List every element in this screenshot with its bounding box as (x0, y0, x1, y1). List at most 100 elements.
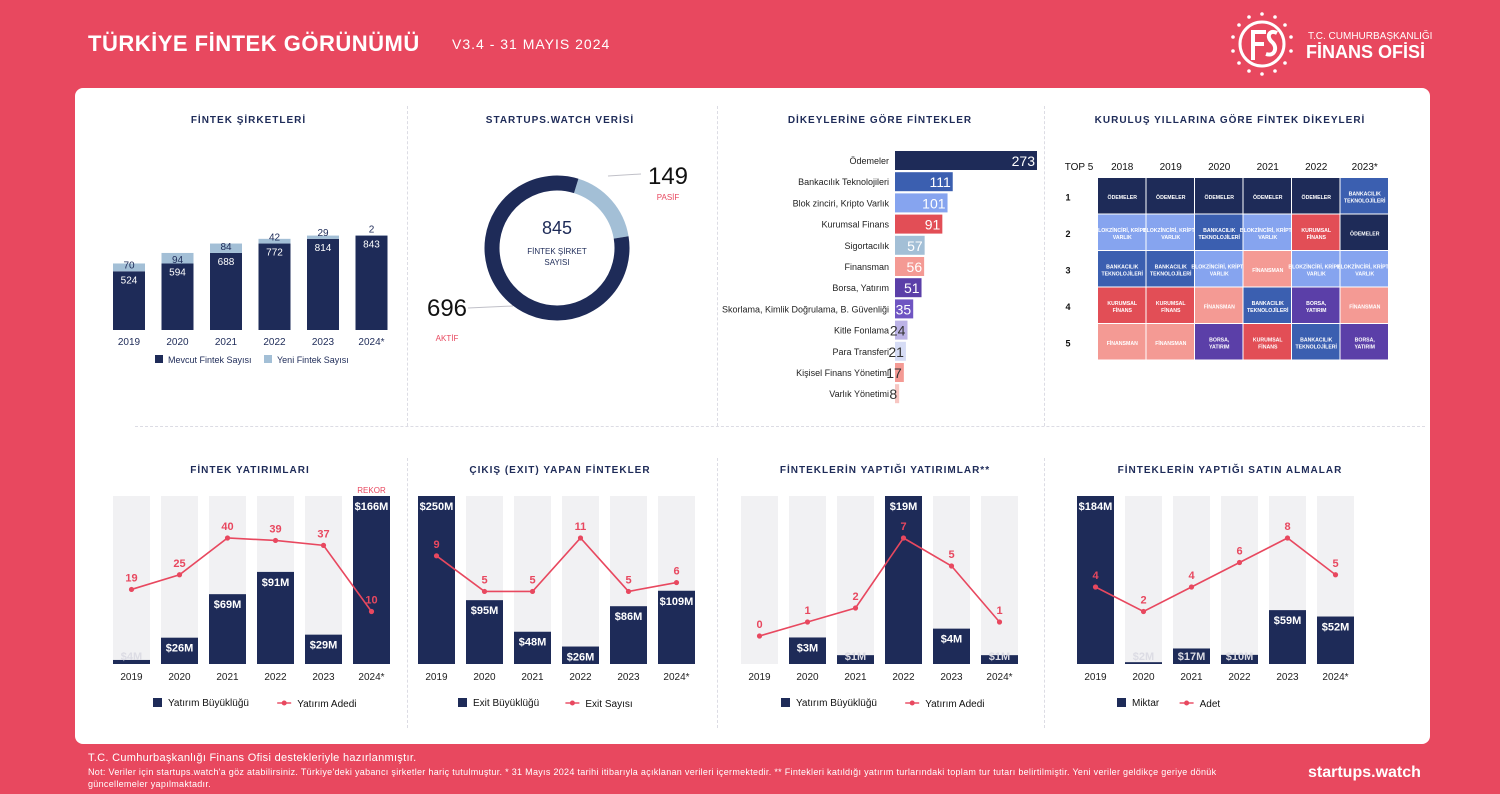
xtick-exit-2023: 2023 (617, 672, 640, 683)
hbar-value-8: 24 (890, 323, 906, 339)
point-label-exit-2023: 5 (625, 574, 631, 586)
bar-label-fintek_yatirimlar-2022: $19M (890, 501, 918, 513)
point-label-exit-2024*: 6 (673, 566, 679, 578)
heatmap-text-2-5-1: VARLIK (1355, 271, 1374, 277)
bar-label-fintek_yatirimlar-2020: $3M (797, 642, 818, 654)
logo-text-line1: T.C. CUMHURBAŞKANLIĞI (1308, 31, 1433, 42)
bar-mevcut-2019 (113, 271, 145, 330)
chart-canvas: 5247020195949420206888420217724220228142… (113, 151, 1393, 710)
footer-note: Not: Veriler için startups.watch'a göz a… (88, 767, 1217, 789)
point-label-satin_almalar-2019: 4 (1092, 570, 1099, 582)
bar-label-fintek_yatirimlari-2024*: $166M (355, 501, 389, 513)
point-label-fintek_yatirimlar-2024*: 1 (996, 605, 1002, 617)
hbar-value-6: 51 (904, 280, 920, 296)
point-label-fintek_yatirimlar-2019: 0 (756, 619, 762, 631)
heatmap-cell-1-4 (1292, 214, 1340, 250)
point-label-fintek_yatirimlari-2023: 37 (317, 528, 329, 540)
bar-mevcut-2021 (210, 252, 242, 330)
hbar-label-0: Ödemeler (849, 156, 889, 166)
heatmap-rank-5: 5 (1065, 338, 1070, 348)
point-label-exit-2019: 9 (433, 539, 439, 551)
bar-label-fintek_yatirimlari-2020: $26M (166, 643, 194, 655)
heatmap-cell-4-5 (1340, 324, 1388, 360)
bar-label-fintek_yatirimlari-2019: $4M (121, 651, 142, 663)
point-label-fintek_yatirimlar-2020: 1 (804, 605, 810, 617)
chart-title-fintek-yatirimlar: FİNTEKLERİN YAPTIĞI YATIRIMLAR** (779, 465, 991, 476)
point-satin_almalar-2021 (1188, 584, 1195, 590)
heatmap-cell-2-0 (1098, 251, 1146, 287)
hbar-8 (895, 320, 908, 340)
slice-akti̇f (484, 175, 630, 321)
bar-label-satin_almalar-2021: $17M (1178, 651, 1206, 663)
heatmap-rank-3: 3 (1065, 265, 1070, 275)
hbar-10 (895, 363, 904, 382)
point-exit-2020 (481, 588, 488, 595)
point-fintek_yatirimlar-2021 (852, 605, 859, 611)
point-label-satin_almalar-2023: 8 (1284, 521, 1290, 533)
point-label-fintek_yatirimlar-2023: 5 (948, 549, 954, 561)
heatmap-cell-3-1 (1146, 287, 1194, 323)
point-label-satin_almalar-2022: 6 (1236, 546, 1242, 558)
heatmap-text-3-1-1: FİNANS (1161, 307, 1181, 314)
heatmap-text-0-5-0: BANKACILIK (1349, 191, 1382, 197)
xtick-satin_almalar-2022: 2022 (1228, 672, 1251, 683)
heatmap-text-1-0-0: BLOKZİNCİRİ, KRİPTO (1094, 227, 1150, 234)
bar-exit-2020 (466, 600, 503, 664)
point-satin_almalar-2023 (1284, 535, 1291, 541)
bar-fintek_yatirimlar-2020 (789, 637, 826, 664)
label-mevcut-2021: 688 (218, 257, 235, 268)
xtick-fintek_yatirimlari-2021: 2021 (216, 672, 239, 683)
heatmap-cell-2-2 (1195, 251, 1243, 287)
point-label-satin_almalar-2024*: 5 (1332, 558, 1338, 570)
xtick-fintek_yatirimlari-2020: 2020 (168, 672, 191, 683)
line-exit (436, 536, 677, 593)
point-exit-2022 (577, 535, 584, 541)
value-pasif: 149 (648, 163, 688, 190)
legend-swatch-mevcut (155, 355, 163, 363)
heatmap-text-3-4-0: BORSA, (1306, 301, 1327, 307)
bg-bar-satin_almalar-2022 (1221, 496, 1258, 664)
heatmap-cell-4-1 (1146, 324, 1194, 360)
heatmap-text-3-5-0: FİNANSMAN (1349, 303, 1380, 310)
label-mevcut-2022: 772 (266, 248, 283, 259)
hbar-value-9: 21 (888, 344, 904, 360)
xtick-fintek_yatirimlar-2024*: 2024* (986, 672, 1012, 683)
heatmap-text-4-3-0: KURUMSAL (1253, 337, 1284, 343)
heatmap-text-0-5-1: TEKNOLOJİLERİ (1344, 197, 1386, 204)
heatmap-year-2018: 2018 (1111, 162, 1134, 173)
bar-yeni-2019 (113, 263, 145, 272)
bar-label-satin_almalar-2024*: $52M (1322, 622, 1350, 634)
heatmap-text-0-1-0: ÖDEMELER (1156, 194, 1186, 201)
heatmap-cell-0-5 (1340, 178, 1388, 214)
heatmap-text-4-2-0: BORSA, (1209, 337, 1230, 343)
hbar-label-1: Bankacılık Teknolojileri (798, 177, 889, 187)
bar-label-exit-2023: $86M (615, 611, 643, 623)
donut-center-label-line2: SAYISI (544, 258, 569, 267)
xtick-2022: 2022 (263, 337, 286, 348)
label-mevcut-2024*: 843 (363, 240, 380, 251)
version-date: V3.4 - 31 MAYIS 2024 (452, 36, 611, 52)
bar-yeni-2020 (161, 252, 194, 264)
line-fintek_yatirimlar (759, 536, 1001, 637)
bg-bar-fintek_yatirimlar-2021 (837, 496, 874, 664)
heatmap-text-4-5-0: BORSA, (1355, 337, 1376, 343)
annotation-fintek_yatirimlari: REKOR (357, 486, 386, 495)
heatmap-cell-1-1 (1146, 214, 1194, 250)
point-label-satin_almalar-2021: 4 (1188, 570, 1195, 582)
legend-label-bar-fintek_yatirimlari: Yatırım Büyüklüğü (168, 698, 249, 709)
footer-credit: T.C. Cumhurbaşkanlığı Finans Ofisi deste… (88, 752, 417, 764)
bar-exit-2021 (514, 631, 551, 664)
logo-text-line2: FİNANS OFİSİ (1306, 42, 1426, 62)
heatmap-corner: TOP 5 (1065, 162, 1094, 173)
line-satin_almalar (1095, 537, 1336, 613)
chart-title-fintek-sirketleri: FİNTEK ŞİRKETLERİ (190, 115, 307, 126)
point-label-fintek_yatirimlari-2019: 19 (125, 572, 137, 584)
hbar-3 (895, 214, 943, 234)
heatmap-year-2020: 2020 (1208, 162, 1231, 173)
heatmap-year-2019: 2019 (1160, 162, 1183, 173)
hbar-9 (895, 341, 906, 361)
heatmap-year-2022: 2022 (1305, 162, 1328, 173)
xtick-2024*: 2024* (358, 337, 384, 348)
heatmap-text-2-0-0: BANKACILIK (1106, 264, 1139, 270)
heatmap-text-4-3-1: FİNANS (1258, 343, 1278, 350)
